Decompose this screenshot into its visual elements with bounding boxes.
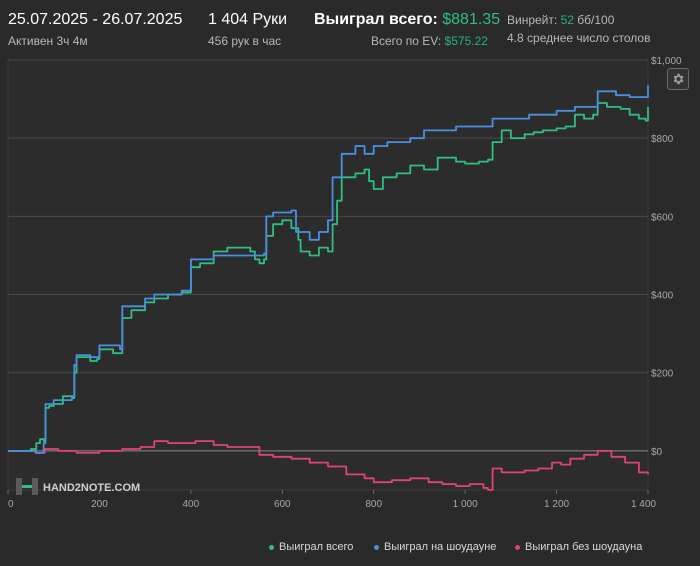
legend-label-total: Выиграл всего	[279, 541, 354, 553]
chart: $0 $200 $400 $600 $800 $1,000 0 200 400 600 800 1 …	[7, 56, 682, 510]
won-total-value: $881.35	[442, 11, 501, 28]
legend-label-nonshowdown: Выиграл без шоудауна	[525, 541, 643, 553]
x-tick-label: 0	[8, 499, 14, 510]
active-time: Активен 3ч 4м	[8, 34, 88, 48]
winrate-value: 52	[560, 13, 574, 27]
winrate-label: Винрейт:	[507, 13, 558, 27]
legend-item-total[interactable]: Выиграл всего	[269, 541, 353, 553]
legend-dot-nonshowdown	[515, 544, 520, 550]
y-tick-label: $1,000	[651, 56, 682, 67]
date-range: 25.07.2025 - 26.07.2025	[8, 11, 183, 28]
legend-dot-total	[269, 544, 274, 550]
x-tick-label: 200	[91, 499, 108, 510]
plot-area	[7, 59, 649, 491]
gear-icon[interactable]	[667, 68, 689, 90]
y-tick-label: $200	[651, 369, 674, 380]
x-tick-labels: 0 200 400 600 800 1 000 1 200 1 400	[8, 499, 656, 510]
series-line-total	[8, 102, 649, 452]
x-tick-label: 400	[183, 499, 200, 510]
winrate-unit: бб/100	[577, 13, 615, 27]
won-total-label: Выиграл всего:	[314, 11, 438, 28]
logo-mark-right	[32, 478, 38, 495]
header: 25.07.2025 - 26.07.2025 Активен 3ч 4м 1 …	[0, 0, 700, 58]
y-tick-label: $800	[651, 134, 674, 145]
series-group	[8, 85, 649, 491]
y-tick-label: $400	[651, 291, 674, 302]
hands-count: 1 404 Руки	[208, 11, 288, 28]
series-line-nonshowdown	[8, 440, 649, 491]
x-tick-label: 1 400	[631, 499, 656, 510]
ev-label: Всего по EV:	[371, 34, 442, 48]
x-tick-label: 600	[274, 499, 291, 510]
y-tick-labels: $0 $200 $400 $600 $800 $1,000	[651, 56, 682, 458]
logo-mark-bar	[22, 485, 32, 488]
avg-tables: 4.8 среднее число столов	[507, 31, 651, 45]
winrate: Винрейт: 52 бб/100	[507, 13, 614, 27]
ev-value: $575.22	[444, 34, 488, 48]
logo: HAND2NOTE.COM	[16, 478, 140, 495]
y-tick-label: $0	[651, 447, 663, 458]
y-tick-label: $600	[651, 212, 674, 223]
x-tick-label: 1 200	[544, 499, 569, 510]
legend-item-nonshowdown[interactable]: Выиграл без шоудауна	[515, 541, 642, 553]
legend-label-showdown: Выиграл на шоудауне	[384, 541, 497, 553]
x-tick-label: 1 000	[453, 499, 478, 510]
legend-dot-showdown	[374, 544, 379, 550]
legend-item-showdown[interactable]: Выиграл на шоудауне	[374, 541, 496, 553]
x-tick-label: 800	[365, 499, 382, 510]
ev-total: Всего по EV: $575.22	[371, 34, 488, 48]
logo-mark	[16, 478, 22, 495]
gear-icon-glyph	[673, 73, 684, 85]
legend: Выиграл всего Выиграл на шоудауне Выигра…	[0, 541, 700, 559]
hands-per-hour: 456 рук в час	[208, 34, 282, 48]
series-line-showdown	[8, 85, 649, 454]
logo-text: HAND2NOTE.COM	[43, 482, 140, 494]
won-total: Выиграл всего: $881.35	[314, 11, 500, 29]
